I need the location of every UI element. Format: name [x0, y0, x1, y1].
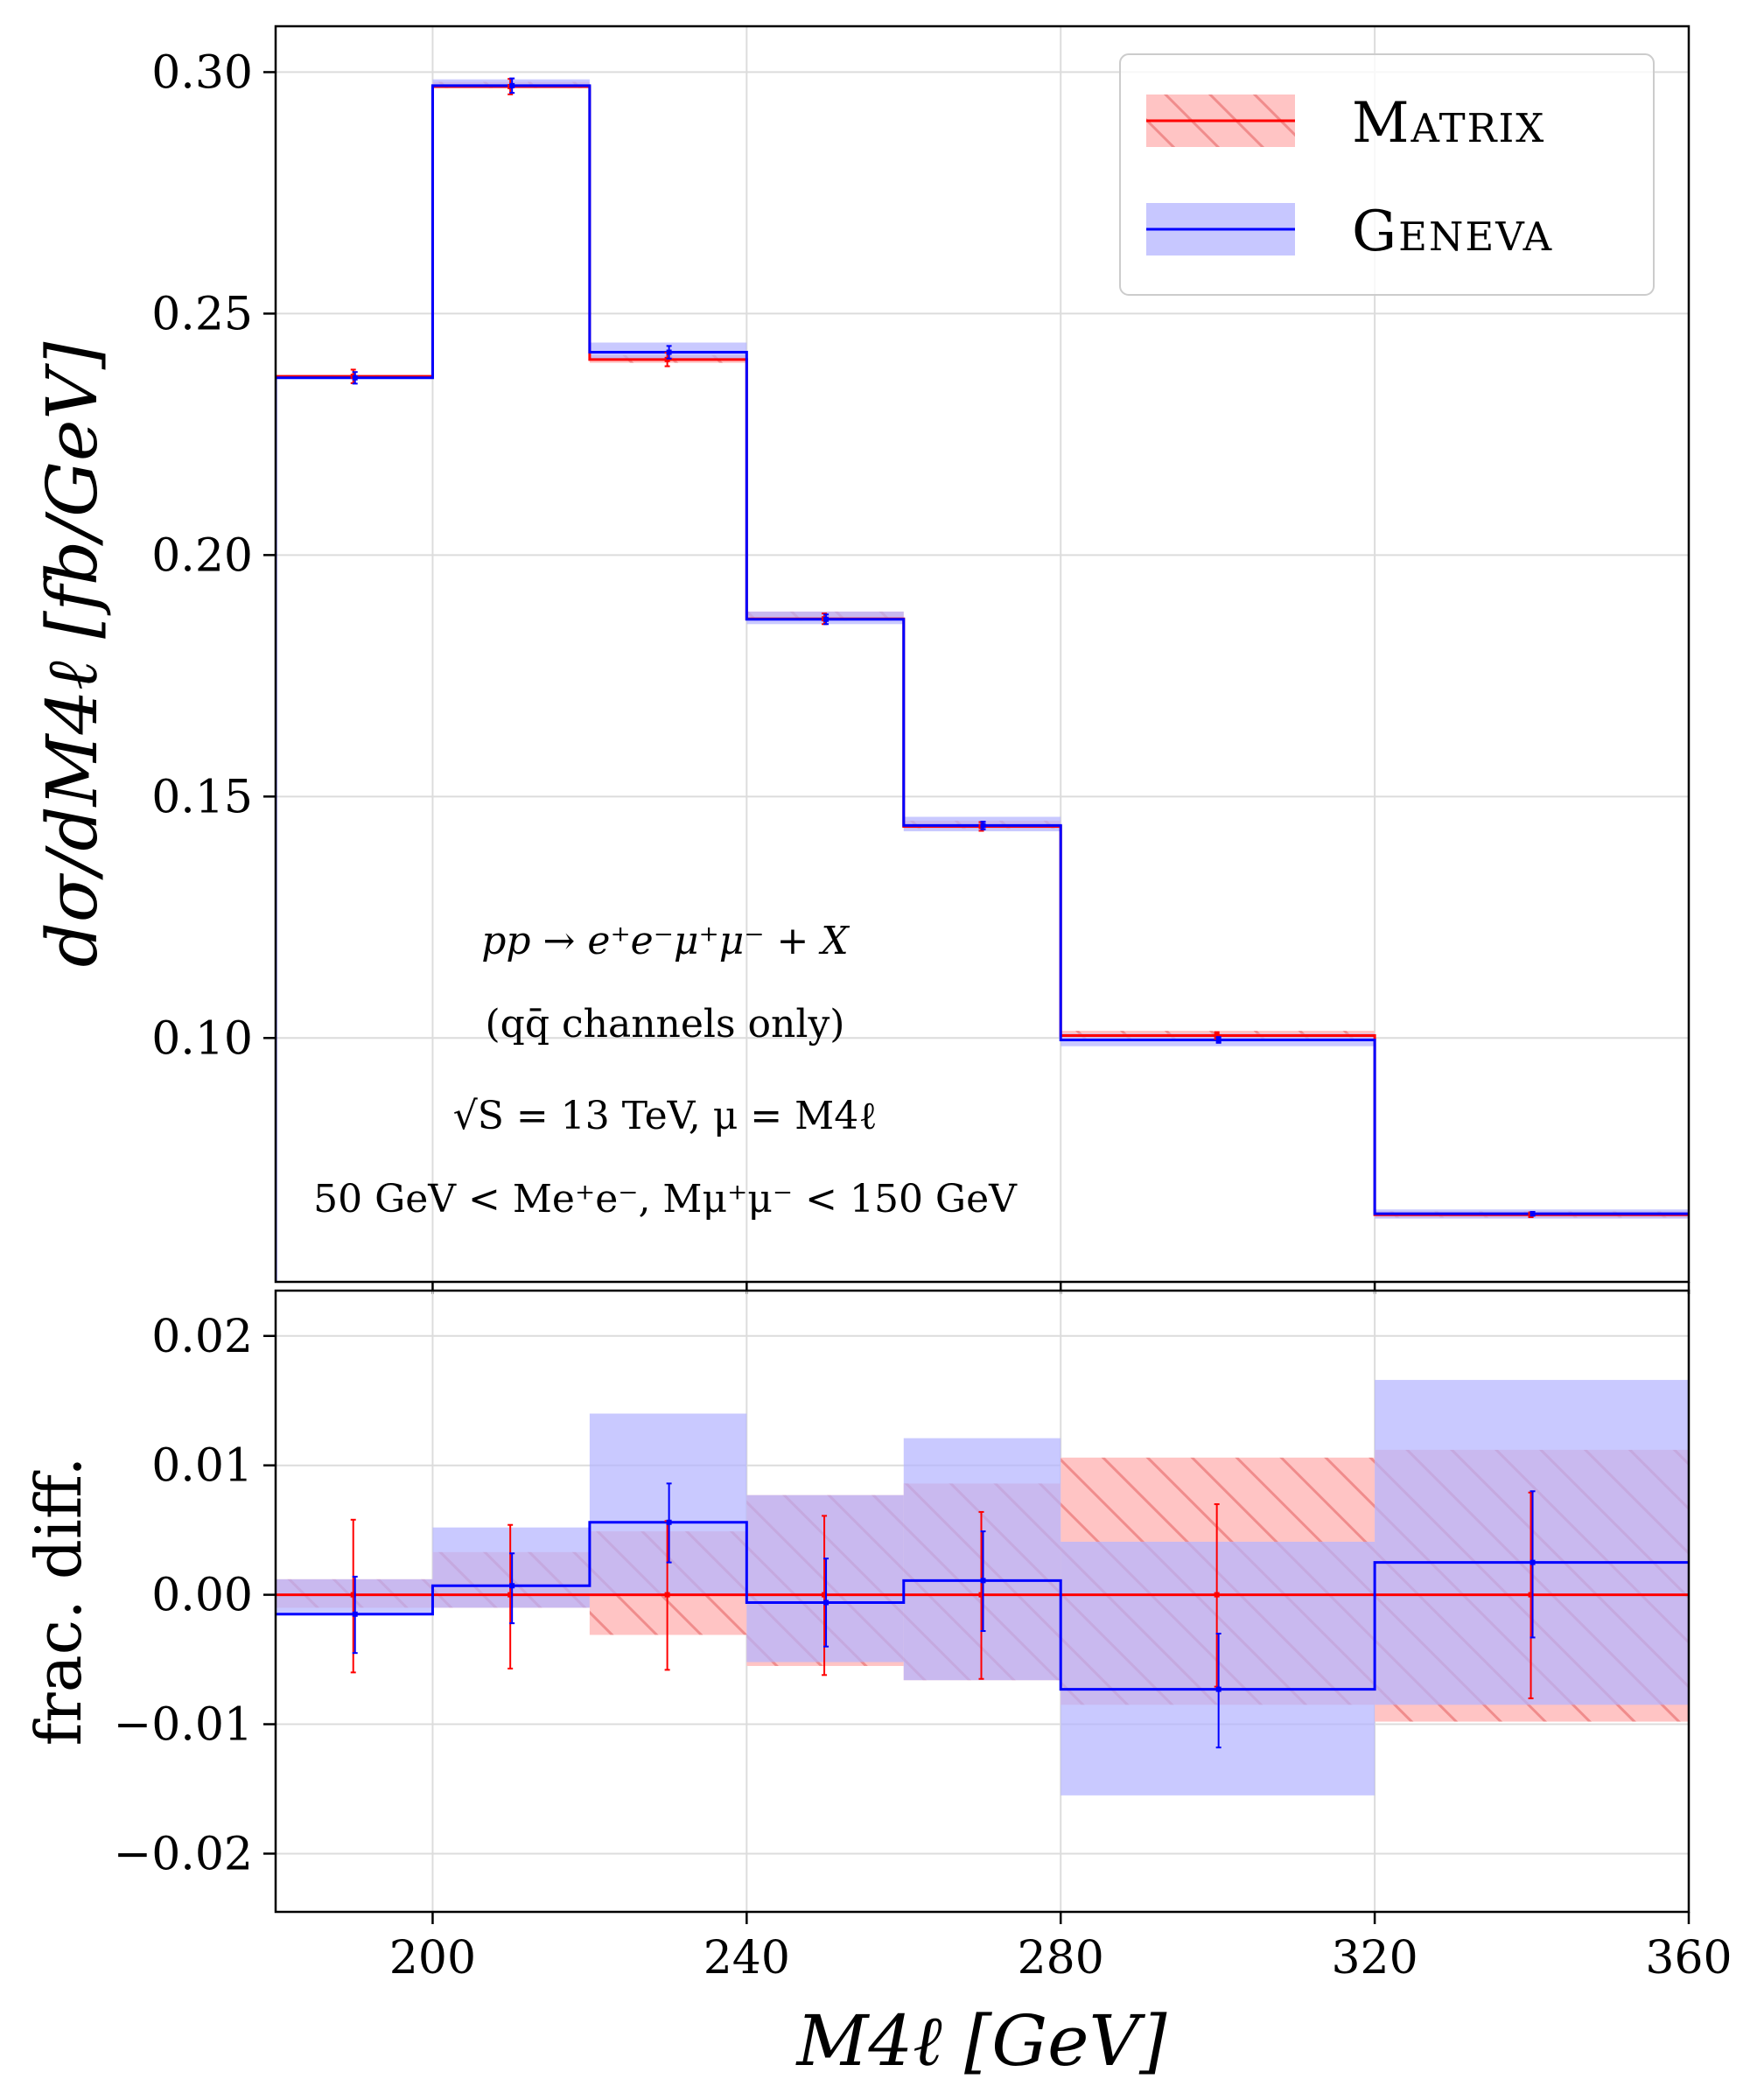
main-lines [276, 84, 1689, 1282]
main-ylabel: dσ/dM4ℓ [fb/GeV] [32, 341, 113, 968]
ratio-ticks: −0.02 −0.01 0.00 0.01 0.02 200 240 280 320 360 [114, 1311, 1732, 1984]
ratio-ytick-label-0: −0.02 [114, 1828, 253, 1880]
ratio-xtick-label-280: 280 [1018, 1932, 1104, 1984]
main-ticks: 0.10 0.15 0.20 0.25 0.30 [151, 46, 1690, 1294]
ratio-point-matrix-0 [350, 1592, 356, 1598]
ratio-point-geneva-0 [352, 1611, 358, 1617]
main-ytick-label-3: 0.25 [151, 288, 253, 340]
main-ylabel-text: dσ/dM4ℓ [fb/GeV] [32, 341, 113, 968]
main-ytick-label-4: 0.30 [151, 46, 253, 99]
legend-matrix-label: Matrix [1352, 91, 1545, 156]
annotation-energy: √S = 13 TeV, μ = M4ℓ [453, 1094, 878, 1138]
ratio-point-geneva-5 [1215, 1686, 1222, 1692]
main-point-matrix-2 [664, 356, 670, 362]
ratio-xtick-label-200: 200 [389, 1932, 476, 1984]
ratio-frame [274, 1289, 1690, 1914]
main-frame [274, 24, 1690, 1284]
ratio-ytick-label-1: −0.01 [114, 1699, 253, 1752]
ratio-point-geneva-3 [823, 1600, 830, 1606]
ratio-ytick-label-2: 0.00 [151, 1570, 253, 1622]
annotation: pp → e⁺e⁻μ⁺μ⁻ + X (qq̄ channels only) √S… [313, 919, 1018, 1222]
main-point-geneva-5 [1215, 1037, 1222, 1043]
ratio-point-matrix-2 [664, 1592, 670, 1598]
annotation-process: pp → e⁺e⁻μ⁺μ⁻ + X [481, 919, 850, 963]
ratio-xtick-label-320: 320 [1331, 1932, 1418, 1984]
ratio-error-bars [350, 1482, 1536, 1749]
ratio-panel: −0.02 −0.01 0.00 0.01 0.02 200 240 280 320 360 fr… [22, 1289, 1732, 2082]
ratio-point-matrix-4 [978, 1592, 984, 1598]
main-point-geneva-6 [1530, 1211, 1536, 1217]
ratio-point-geneva-1 [509, 1583, 515, 1589]
ratio-point-geneva-4 [980, 1578, 986, 1584]
main-point-matrix-5 [1214, 1032, 1220, 1039]
main-ytick-label-1: 0.15 [151, 771, 253, 823]
ratio-point-matrix-1 [508, 1592, 514, 1598]
ratio-point-matrix-5 [1214, 1592, 1220, 1598]
main-ytick-label-2: 0.20 [151, 529, 253, 582]
main-point-geneva-2 [666, 349, 672, 355]
ratio-point-geneva-6 [1530, 1559, 1536, 1565]
ratio-ytick-label-4: 0.02 [151, 1311, 253, 1363]
ratio-ylabel: frac. diff. [22, 1457, 95, 1746]
legend: Matrix Geneva [1119, 53, 1655, 296]
ratio-xtick-label-360: 360 [1645, 1932, 1732, 1984]
main-line-geneva [276, 84, 1689, 1282]
ratio-ytick-label-3: 0.01 [151, 1440, 253, 1493]
annotation-channels: (qq̄ channels only) [486, 1002, 845, 1046]
main-point-geneva-3 [823, 616, 830, 622]
ratio-point-geneva-2 [666, 1519, 672, 1525]
ratio-xlabel: M4ℓ [GeV] [794, 2000, 1167, 2082]
main-panel: 0.10 0.15 0.20 0.25 0.30 dσ/dM4ℓ [fb/GeV] Ma… [32, 24, 1690, 1294]
ratio-xtick-label-240: 240 [704, 1932, 790, 1984]
legend-geneva-label: Geneva [1352, 200, 1553, 264]
main-point-geneva-4 [980, 822, 986, 829]
annotation-cuts: 50 GeV < Me⁺e⁻, Mμ⁺μ⁻ < 150 GeV [313, 1177, 1018, 1222]
main-point-geneva-0 [352, 374, 358, 381]
main-ytick-label-0: 0.10 [151, 1012, 253, 1065]
ratio-point-matrix-6 [1528, 1592, 1534, 1598]
main-point-geneva-1 [509, 82, 515, 88]
ratio-point-matrix-3 [822, 1592, 828, 1598]
main-error-bars [350, 77, 1536, 1219]
